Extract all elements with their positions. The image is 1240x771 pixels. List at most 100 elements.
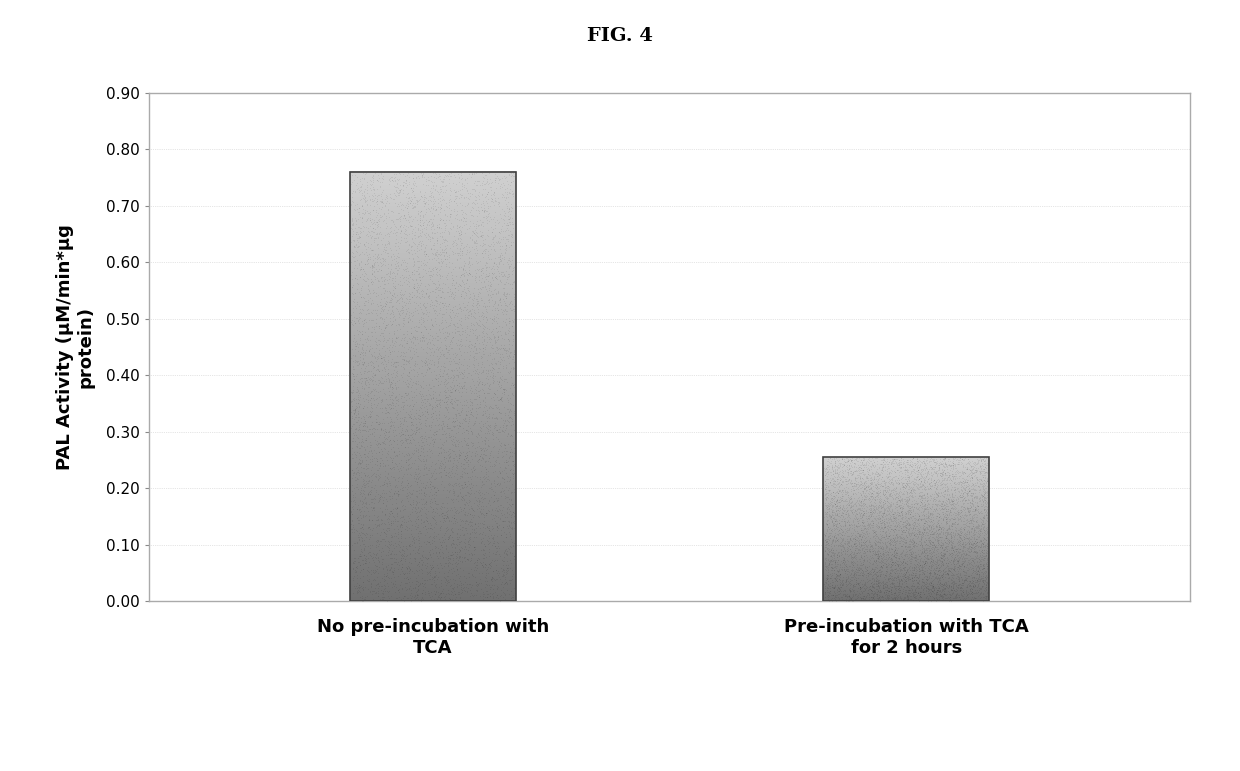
Point [399, 540, 419, 552]
Point [906, 567, 926, 579]
Point [361, 581, 381, 594]
Point [465, 190, 485, 202]
Point [918, 552, 937, 564]
Point [471, 507, 491, 520]
Point [443, 240, 463, 252]
Point [942, 454, 962, 466]
Point [425, 261, 445, 273]
Point [429, 284, 449, 296]
Point [407, 272, 427, 284]
Point [430, 186, 450, 198]
Point [961, 517, 981, 529]
Point [936, 513, 956, 526]
Point [849, 479, 869, 491]
Point [970, 459, 990, 471]
Point [873, 561, 893, 573]
Point [956, 552, 976, 564]
Point [372, 453, 392, 466]
Point [844, 550, 864, 563]
Point [823, 588, 843, 601]
Point [972, 553, 992, 565]
Point [427, 350, 446, 362]
Point [432, 422, 451, 434]
Point [495, 577, 515, 589]
Point [496, 384, 516, 396]
Point [500, 493, 520, 505]
Point [446, 426, 466, 439]
Point [481, 238, 501, 251]
Point [852, 559, 872, 571]
Point [878, 496, 898, 508]
Point [842, 558, 862, 571]
Point [842, 594, 862, 607]
Point [345, 423, 365, 436]
Point [825, 572, 844, 584]
Point [900, 560, 920, 572]
Point [853, 554, 873, 567]
Point [378, 564, 398, 577]
Point [863, 474, 883, 487]
Point [343, 500, 363, 513]
Point [492, 535, 512, 547]
Point [931, 470, 951, 482]
Point [904, 562, 924, 574]
Point [844, 588, 864, 601]
Point [823, 504, 843, 517]
Point [419, 536, 439, 548]
Point [368, 473, 388, 485]
Point [460, 495, 480, 507]
Point [971, 462, 991, 474]
Point [407, 495, 427, 507]
Point [962, 479, 982, 491]
Point [857, 591, 877, 603]
Point [827, 500, 847, 512]
Point [847, 578, 867, 591]
Point [388, 472, 408, 484]
Point [866, 524, 885, 537]
Point [883, 542, 903, 554]
Point [866, 549, 885, 561]
Point [894, 532, 914, 544]
Point [843, 586, 863, 598]
Point [491, 529, 511, 541]
Point [362, 170, 382, 182]
Point [827, 557, 847, 570]
Point [492, 554, 512, 567]
Point [355, 221, 374, 233]
Point [441, 539, 461, 551]
Point [918, 475, 937, 487]
Point [966, 591, 986, 604]
Point [503, 447, 523, 460]
Point [899, 493, 919, 506]
Point [386, 497, 405, 509]
Point [828, 461, 848, 473]
Point [433, 322, 453, 335]
Point [918, 466, 937, 479]
Point [837, 544, 857, 557]
Point [970, 492, 990, 504]
Point [417, 358, 436, 370]
Point [864, 577, 884, 590]
Point [906, 471, 926, 483]
Point [467, 366, 487, 379]
Point [391, 546, 410, 558]
Point [904, 588, 924, 601]
Point [914, 520, 934, 533]
Point [868, 580, 888, 592]
Point [346, 227, 366, 239]
Point [399, 369, 419, 382]
Point [880, 537, 900, 549]
Point [864, 567, 884, 579]
Point [928, 534, 947, 546]
Point [935, 566, 955, 578]
Point [883, 460, 903, 472]
Point [420, 563, 440, 575]
Point [454, 399, 474, 411]
Point [357, 474, 377, 487]
Point [889, 476, 909, 489]
Point [366, 458, 386, 470]
Point [460, 392, 480, 405]
Point [916, 564, 936, 576]
Point [975, 532, 994, 544]
Point [942, 493, 962, 506]
